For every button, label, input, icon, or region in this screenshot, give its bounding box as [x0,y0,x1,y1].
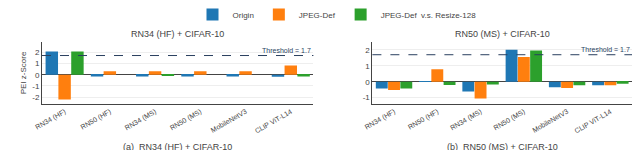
svg-text:JPEG-Def v.s. Resize-128: JPEG-Def v.s. Resize-128 [381,11,477,20]
svg-text:RN50 (MS): RN50 (MS) [169,108,203,132]
svg-text:(a) RN34 (HF) + CIFAR-10: (a) RN34 (HF) + CIFAR-10 [123,142,232,150]
svg-text:-1: -1 [363,93,371,102]
svg-text:2: 2 [365,46,370,55]
svg-text:RN50 (MS): RN50 (MS) [492,108,526,132]
svg-text:RN34 (HF) + CIFAR-10: RN34 (HF) + CIFAR-10 [131,29,224,39]
svg-text:-1: -1 [32,82,40,91]
svg-text:RN50 (HF): RN50 (HF) [79,108,112,132]
svg-text:-2: -2 [32,93,40,102]
svg-text:Threshold = 1.7: Threshold = 1.7 [581,46,630,53]
svg-text:2: 2 [35,48,40,57]
svg-text:PEI z-Score: PEI z-Score [19,51,28,94]
svg-text:1: 1 [365,62,370,71]
svg-text:Origin: Origin [233,11,254,20]
svg-text:RN34 (HF): RN34 (HF) [34,108,67,132]
svg-text:1: 1 [35,59,40,68]
svg-text:(b) RN50 (MS) + CIFAR-10: (b) RN50 (MS) + CIFAR-10 [447,142,558,150]
svg-text:0: 0 [365,78,370,87]
svg-text:RN34 (HF): RN34 (HF) [363,108,396,132]
svg-text:RN50 (HF): RN50 (HF) [407,108,440,132]
svg-text:RN34 (MS): RN34 (MS) [124,108,158,132]
svg-text:RN50 (MS) + CIFAR-10: RN50 (MS) + CIFAR-10 [455,29,550,39]
svg-text:JPEG-Def: JPEG-Def [299,11,336,20]
svg-text:MobileNetV3: MobileNetV3 [531,108,569,134]
svg-text:RN34 (MS): RN34 (MS) [449,108,483,132]
svg-text:Threshold = 1.7: Threshold = 1.7 [262,47,311,54]
svg-text:0: 0 [35,70,40,79]
svg-text:CLIP ViT-L14: CLIP ViT-L14 [254,108,293,135]
svg-text:MobileNetV3: MobileNetV3 [210,108,248,134]
svg-text:CLIP ViT-L14: CLIP ViT-L14 [573,108,612,135]
